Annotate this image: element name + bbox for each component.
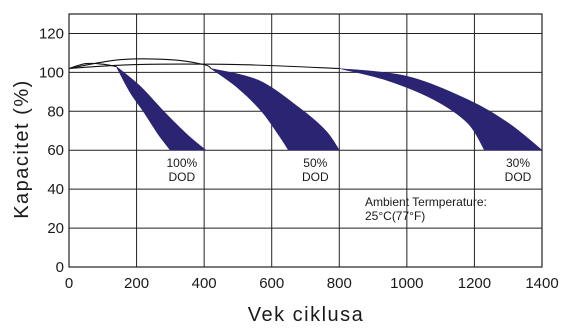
x-tick-label: 1400: [525, 275, 558, 292]
annotation-line-2: 25°C(77°F): [365, 209, 425, 223]
dod-percent-label: 30%: [506, 156, 530, 170]
y-axis-label: Kapacitet (%): [11, 79, 33, 219]
x-tick-label: 1000: [390, 275, 423, 292]
annotation-line-1: Ambient Termperature:: [365, 195, 487, 209]
dod-band-100pct: [116, 66, 207, 151]
capacity-envelopes: [68, 58, 340, 70]
envelope-curve-50pct: [68, 58, 212, 70]
dod-suffix-label: DOD: [505, 170, 532, 184]
ticks: 0 200 400 600 800 1000 1200 1400 0 20 40 60 80 100 120: [39, 25, 559, 292]
x-tick-label: 0: [65, 275, 73, 292]
x-axis-label: Vek ciklusa: [248, 304, 365, 326]
y-tick-label: 20: [47, 220, 64, 237]
x-tick-label: 200: [124, 275, 149, 292]
y-tick-label: 60: [47, 142, 64, 159]
dod-band-50pct: [210, 68, 340, 151]
y-tick-label: 120: [39, 25, 64, 42]
x-tick-label: 1200: [458, 275, 491, 292]
y-tick-label: 100: [39, 64, 64, 81]
dod-suffix-label: DOD: [168, 170, 195, 184]
envelope-curve-30pct: [68, 63, 340, 70]
dod-bands: [116, 66, 543, 151]
dod-percent-label: 50%: [303, 156, 327, 170]
dod-suffix-label: DOD: [302, 170, 329, 184]
dod-percent-label: 100%: [166, 156, 197, 170]
y-tick-label: 40: [47, 181, 64, 198]
y-tick-label: 80: [47, 103, 64, 120]
x-tick-label: 800: [327, 275, 352, 292]
x-tick-label: 400: [192, 275, 217, 292]
y-tick-label: 0: [56, 259, 64, 276]
plot-frame: [68, 13, 543, 268]
x-tick-label: 600: [259, 275, 284, 292]
